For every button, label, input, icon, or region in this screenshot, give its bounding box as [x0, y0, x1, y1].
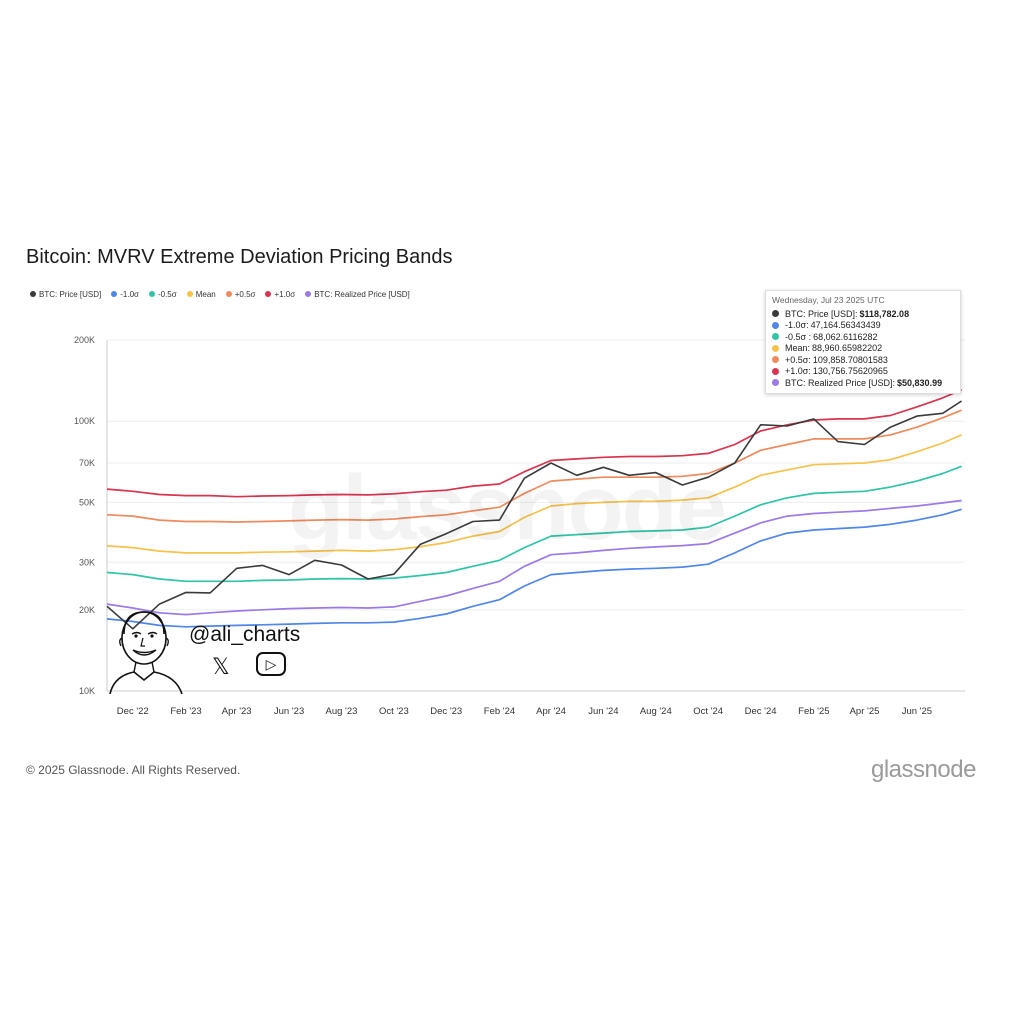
tooltip-row: +0.5σ: 109,858.70801583 — [772, 354, 954, 366]
tooltip-label: +0.5σ: — [785, 354, 811, 365]
y-tick-label: 200K — [74, 335, 95, 345]
tooltip-row: BTC: Price [USD]: $118,782.08 — [772, 308, 954, 320]
x-tick-label: Oct '23 — [379, 706, 409, 717]
chart-tooltip: Wednesday, Jul 23 2025 UTC BTC: Price [U… — [765, 290, 961, 394]
y-tick-label: 50K — [79, 497, 95, 507]
legend-dot-icon — [30, 291, 36, 297]
tooltip-dot-icon — [772, 379, 779, 387]
legend-label: +0.5σ — [234, 289, 256, 299]
tooltip-row: -0.5σ :68,062.6116282 — [772, 331, 954, 343]
legend-item[interactable]: BTC: Realized Price [USD] — [305, 290, 410, 299]
legend-dot-icon — [265, 291, 272, 297]
x-tick-label: Jun '25 — [902, 706, 932, 717]
tooltip-date: Wednesday, Jul 23 2025 UTC — [772, 295, 885, 305]
avatar-caricature-icon — [109, 611, 183, 694]
series-line-2 — [106, 434, 962, 554]
legend-item[interactable]: Mean — [186, 289, 216, 299]
social-handle: @ali_charts — [189, 623, 301, 646]
tooltip-dot-icon — [772, 356, 779, 364]
legend-item[interactable]: +1.0σ — [265, 290, 295, 299]
tooltip-value: 109,858.70801583 — [812, 354, 888, 365]
tooltip-label: Mean: — [785, 343, 811, 354]
tooltip-dot-icon — [772, 321, 779, 329]
y-tick-label: 30K — [79, 557, 95, 567]
x-tick-label: Oct '24 — [693, 706, 723, 717]
tooltip-label: BTC: Realized Price [USD]: — [785, 377, 896, 388]
x-tick-label: Apr '23 — [222, 706, 252, 717]
tooltip-row: BTC: Realized Price [USD]: $50,830.99 — [772, 377, 954, 389]
tooltip-label: -1.0σ: — [785, 320, 809, 331]
copyright-footer: © 2025 Glassnode. All Rights Reserved. — [26, 763, 241, 777]
x-tick-label: Dec '24 — [745, 706, 777, 717]
tooltip-value: $118,782.08 — [859, 308, 910, 319]
x-tick-label: Aug '23 — [325, 706, 357, 717]
tooltip-value: 68,062.6116282 — [813, 331, 878, 342]
tooltip-label: BTC: Price [USD]: — [785, 308, 858, 319]
series-line-3 — [106, 465, 962, 583]
x-tick-label: Apr '25 — [850, 706, 880, 717]
tooltip-row: +1.0σ: 130,756.75620965 — [772, 366, 954, 378]
series-line-0 — [106, 389, 962, 498]
youtube-logo-icon: ▷ — [256, 652, 286, 676]
tooltip-label: -0.5σ : — [785, 331, 812, 342]
tooltip-row: Mean: 88,960.65982202 — [772, 343, 954, 355]
legend-dot-icon — [148, 291, 155, 297]
legend-item[interactable]: BTC: Price [USD] — [30, 290, 101, 299]
tooltip-rows: BTC: Price [USD]: $118,782.08 -1.0σ: 47,164… — [772, 308, 954, 389]
series-line-4 — [106, 508, 962, 628]
x-logo-icon: 𝕏 — [212, 654, 230, 679]
y-tick-label: 100K — [74, 416, 95, 426]
tooltip-dot-icon — [772, 333, 779, 341]
tooltip-dot-icon — [772, 310, 779, 318]
series-line-6 — [106, 400, 963, 630]
x-tick-label: Aug '24 — [640, 706, 672, 717]
legend-item[interactable]: -1.0σ — [111, 290, 139, 299]
legend-dot-icon — [225, 291, 232, 297]
chart-legend: BTC: Price [USD] -1.0σ -0.5σ Mean +0.5σ +1.0σ… — [30, 288, 410, 300]
legend-dot-icon — [186, 291, 193, 297]
tooltip-value: 130,756.75620965 — [812, 366, 888, 377]
legend-label: BTC: Price [USD] — [39, 289, 102, 299]
tooltip-dot-icon — [772, 344, 779, 352]
legend-item[interactable]: -0.5σ — [148, 289, 177, 299]
glassnode-logo: glassnode — [871, 756, 976, 783]
x-tick-label: Jun '23 — [274, 706, 304, 717]
tooltip-value: 88,960.65982202 — [812, 343, 883, 354]
legend-label: +1.0σ — [274, 289, 296, 299]
x-tick-label: Jun '24 — [588, 706, 618, 717]
tooltip-value: $50,830.99 — [897, 377, 943, 388]
x-tick-label: Feb '25 — [798, 706, 829, 717]
tooltip-value: 47,164.56343439 — [810, 320, 881, 331]
series-line-1 — [106, 409, 962, 523]
legend-label: BTC: Realized Price [USD] — [314, 289, 410, 299]
x-tick-label: Feb '23 — [170, 706, 201, 717]
page-title: Bitcoin: MVRV Extreme Deviation Pricing … — [26, 246, 453, 268]
legend-label: -1.0σ — [120, 289, 139, 299]
y-tick-label: 10K — [79, 686, 95, 696]
tooltip-label: +1.0σ: — [785, 366, 811, 377]
y-tick-label: 20K — [79, 605, 95, 615]
x-tick-label: Feb '24 — [484, 706, 515, 717]
legend-label: -0.5σ — [157, 289, 177, 299]
legend-item[interactable]: +0.5σ — [225, 289, 256, 299]
x-tick-label: Apr '24 — [536, 706, 566, 717]
legend-label: Mean — [195, 289, 216, 299]
x-tick-label: Dec '22 — [117, 706, 149, 717]
legend-dot-icon — [111, 291, 118, 297]
watermark: glassnode — [288, 456, 727, 561]
tooltip-dot-icon — [772, 367, 779, 375]
x-tick-label: Dec '23 — [430, 706, 462, 717]
y-tick-label: 70K — [79, 458, 95, 468]
series-line-5 — [106, 499, 962, 616]
legend-dot-icon — [305, 291, 312, 297]
tooltip-row: -1.0σ: 47,164.56343439 — [772, 320, 954, 332]
